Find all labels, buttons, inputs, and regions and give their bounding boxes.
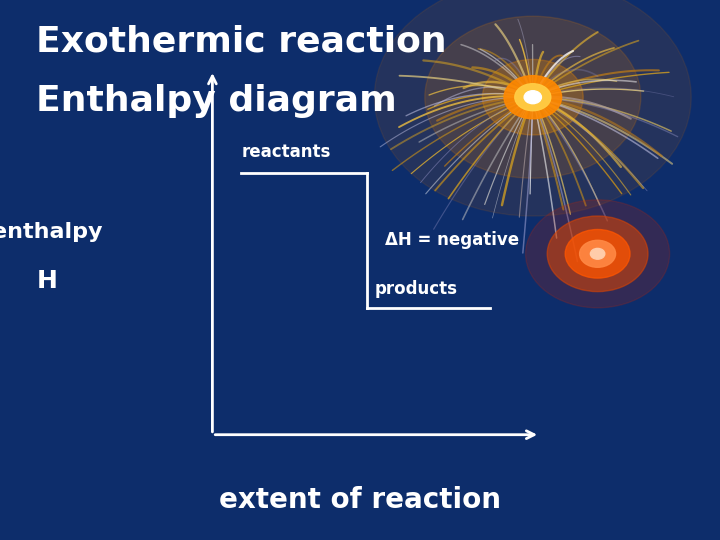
Circle shape	[526, 200, 670, 308]
Text: Enthalpy diagram: Enthalpy diagram	[36, 84, 397, 118]
Circle shape	[524, 91, 541, 104]
Circle shape	[504, 76, 562, 119]
Text: enthalpy: enthalpy	[0, 222, 102, 242]
Text: Exothermic reaction: Exothermic reaction	[36, 24, 446, 58]
Text: extent of reaction: extent of reaction	[219, 485, 501, 514]
Circle shape	[565, 230, 630, 278]
Text: H: H	[37, 269, 57, 293]
Circle shape	[374, 0, 691, 216]
Text: ΔH = negative: ΔH = negative	[385, 231, 519, 249]
Circle shape	[425, 16, 641, 178]
Text: products: products	[374, 280, 457, 298]
Circle shape	[580, 240, 616, 267]
Circle shape	[547, 216, 648, 292]
Circle shape	[590, 248, 605, 259]
Circle shape	[515, 84, 551, 111]
Text: reactants: reactants	[241, 143, 330, 161]
Circle shape	[482, 59, 583, 135]
